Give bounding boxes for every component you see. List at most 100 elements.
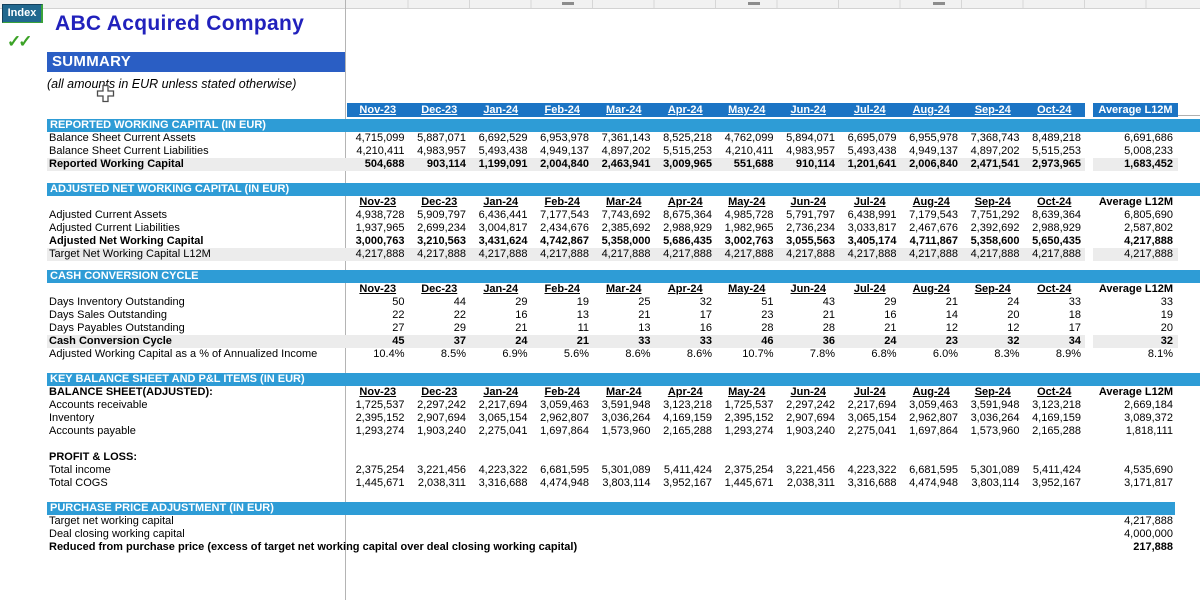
month-header-cell[interactable]: Feb-24 xyxy=(544,196,580,208)
value-cell[interactable]: 4,217,888 xyxy=(962,248,1024,261)
value-cell[interactable]: 33 xyxy=(593,335,655,348)
row-label-cell[interactable]: Days Sales Outstanding xyxy=(49,309,168,321)
value-cell[interactable]: 6,436,441 xyxy=(478,209,528,221)
row-label-cell[interactable]: Reduced from purchase price (excess of t… xyxy=(49,541,578,553)
value-cell[interactable]: 10.4% xyxy=(373,348,405,360)
value-cell[interactable]: 5,686,435 xyxy=(663,235,712,247)
row-label-cell[interactable]: Inventory xyxy=(49,412,95,424)
value-cell[interactable]: 2,004,840 xyxy=(531,158,593,171)
value-cell[interactable]: 21 xyxy=(945,296,958,308)
value-cell[interactable]: 6.0% xyxy=(932,348,958,360)
month-header-cell[interactable]: Nov-23 xyxy=(359,283,397,295)
value-cell[interactable]: 4,474,948 xyxy=(540,477,589,489)
value-cell[interactable]: 3,591,948 xyxy=(601,399,651,411)
value-cell[interactable]: 1,573,960 xyxy=(970,425,1020,437)
subheader-label-cell[interactable] xyxy=(47,196,347,209)
value-cell[interactable]: 18 xyxy=(1068,309,1081,321)
month-header-cell[interactable]: Oct-24 xyxy=(1037,104,1072,116)
value-cell[interactable] xyxy=(901,528,963,541)
value-cell[interactable]: 50 xyxy=(392,296,405,308)
month-header-cell[interactable]: Apr-24 xyxy=(667,283,703,295)
month-header-cell[interactable]: Sep-24 xyxy=(974,283,1011,295)
value-cell[interactable]: 6.8% xyxy=(871,348,897,360)
value-cell[interactable]: 44 xyxy=(453,296,466,308)
value-cell[interactable]: 7,743,692 xyxy=(601,209,651,221)
average-value-cell[interactable]: 217,888 xyxy=(1133,541,1173,553)
month-header-cell[interactable]: Oct-24 xyxy=(1037,386,1072,398)
average-value-cell[interactable]: 20 xyxy=(1160,322,1173,334)
month-header-cell[interactable]: Jul-24 xyxy=(853,386,886,398)
value-cell[interactable]: 29 xyxy=(515,296,528,308)
value-cell[interactable]: 4,217,888 xyxy=(839,248,901,261)
value-cell[interactable]: 21 xyxy=(531,335,593,348)
value-cell[interactable] xyxy=(409,541,471,554)
value-cell[interactable] xyxy=(532,515,594,528)
value-cell[interactable]: 1,937,965 xyxy=(355,222,405,234)
value-cell[interactable]: 2,463,941 xyxy=(593,158,655,171)
value-cell[interactable]: 2,275,041 xyxy=(847,425,897,437)
value-cell[interactable]: 13 xyxy=(576,309,589,321)
value-cell[interactable]: 3,803,114 xyxy=(602,477,651,489)
value-cell[interactable]: 2,699,234 xyxy=(417,222,466,234)
value-cell[interactable]: 4,217,888 xyxy=(347,248,409,261)
month-header-cell[interactable]: Dec-23 xyxy=(421,104,458,116)
month-header-cell[interactable]: Jul-24 xyxy=(853,196,886,208)
value-cell[interactable]: 5,791,797 xyxy=(786,209,835,221)
subheader-label-cell[interactable] xyxy=(47,283,347,296)
value-cell[interactable] xyxy=(347,438,409,451)
month-header-cell[interactable]: Dec-23 xyxy=(421,386,458,398)
value-cell[interactable]: 3,059,463 xyxy=(909,399,958,411)
row-label-cell[interactable]: Target Net Working Capital L12M xyxy=(47,248,347,261)
value-cell[interactable]: 1,903,240 xyxy=(417,425,466,437)
value-cell[interactable]: 4,210,411 xyxy=(356,145,405,157)
value-cell[interactable]: 16 xyxy=(699,322,712,334)
value-cell[interactable] xyxy=(532,528,594,541)
month-header-cell[interactable]: Nov-23 xyxy=(359,104,397,116)
value-cell[interactable]: 4,762,099 xyxy=(724,132,774,144)
value-cell[interactable] xyxy=(655,515,717,528)
value-cell[interactable]: 3,316,688 xyxy=(478,477,528,489)
average-value-cell[interactable]: 6,805,690 xyxy=(1124,209,1173,221)
value-cell[interactable] xyxy=(901,451,963,464)
value-cell[interactable]: 8,489,218 xyxy=(1032,132,1081,144)
month-header-cell[interactable]: Aug-24 xyxy=(912,283,950,295)
value-cell[interactable] xyxy=(347,528,409,541)
value-cell[interactable]: 903,114 xyxy=(408,158,470,171)
row-label-cell[interactable]: Total income xyxy=(49,464,111,476)
value-cell[interactable]: 7,368,743 xyxy=(970,132,1020,144)
value-cell[interactable]: 20 xyxy=(1007,309,1020,321)
value-cell[interactable]: 14 xyxy=(945,309,958,321)
value-cell[interactable]: 2,988,929 xyxy=(663,222,712,234)
value-cell[interactable]: 1,199,091 xyxy=(470,158,532,171)
month-header-cell[interactable]: Jul-24 xyxy=(853,283,886,295)
value-cell[interactable] xyxy=(962,438,1024,451)
value-cell[interactable] xyxy=(532,438,594,451)
month-header-cell[interactable]: Oct-24 xyxy=(1037,283,1072,295)
month-header-cell[interactable]: Aug-24 xyxy=(912,196,950,208)
value-cell[interactable]: 11 xyxy=(577,322,589,334)
average-value-cell[interactable]: 5,008,233 xyxy=(1124,145,1173,157)
value-cell[interactable]: 3,036,264 xyxy=(601,412,651,424)
month-header-cell[interactable]: Mar-24 xyxy=(606,283,642,295)
average-value-cell[interactable] xyxy=(1093,451,1178,464)
value-cell[interactable] xyxy=(593,451,655,464)
average-value-cell[interactable]: 19 xyxy=(1160,309,1173,321)
value-cell[interactable]: 3,002,763 xyxy=(724,235,774,247)
average-value-cell[interactable]: 2,587,802 xyxy=(1124,222,1173,234)
month-header-cell[interactable]: Jan-24 xyxy=(483,386,519,398)
value-cell[interactable]: 1,982,965 xyxy=(724,222,774,234)
value-cell[interactable] xyxy=(716,451,778,464)
value-cell[interactable] xyxy=(839,438,901,451)
value-cell[interactable]: 504,688 xyxy=(347,158,409,171)
value-cell[interactable]: 3,210,563 xyxy=(417,235,466,247)
row-label-cell[interactable]: Adjusted Net Working Capital xyxy=(49,235,204,247)
value-cell[interactable]: 4,742,867 xyxy=(540,235,589,247)
value-cell[interactable]: 17 xyxy=(1068,322,1081,334)
month-header-cell[interactable]: Aug-24 xyxy=(912,386,950,398)
value-cell[interactable]: 5.6% xyxy=(563,348,589,360)
value-cell[interactable] xyxy=(593,528,655,541)
value-cell[interactable]: 23 xyxy=(761,309,774,321)
subheader-label-cell[interactable]: BALANCE SHEET(ADJUSTED): xyxy=(49,386,213,398)
value-cell[interactable] xyxy=(716,528,778,541)
value-cell[interactable]: 5,909,797 xyxy=(417,209,466,221)
